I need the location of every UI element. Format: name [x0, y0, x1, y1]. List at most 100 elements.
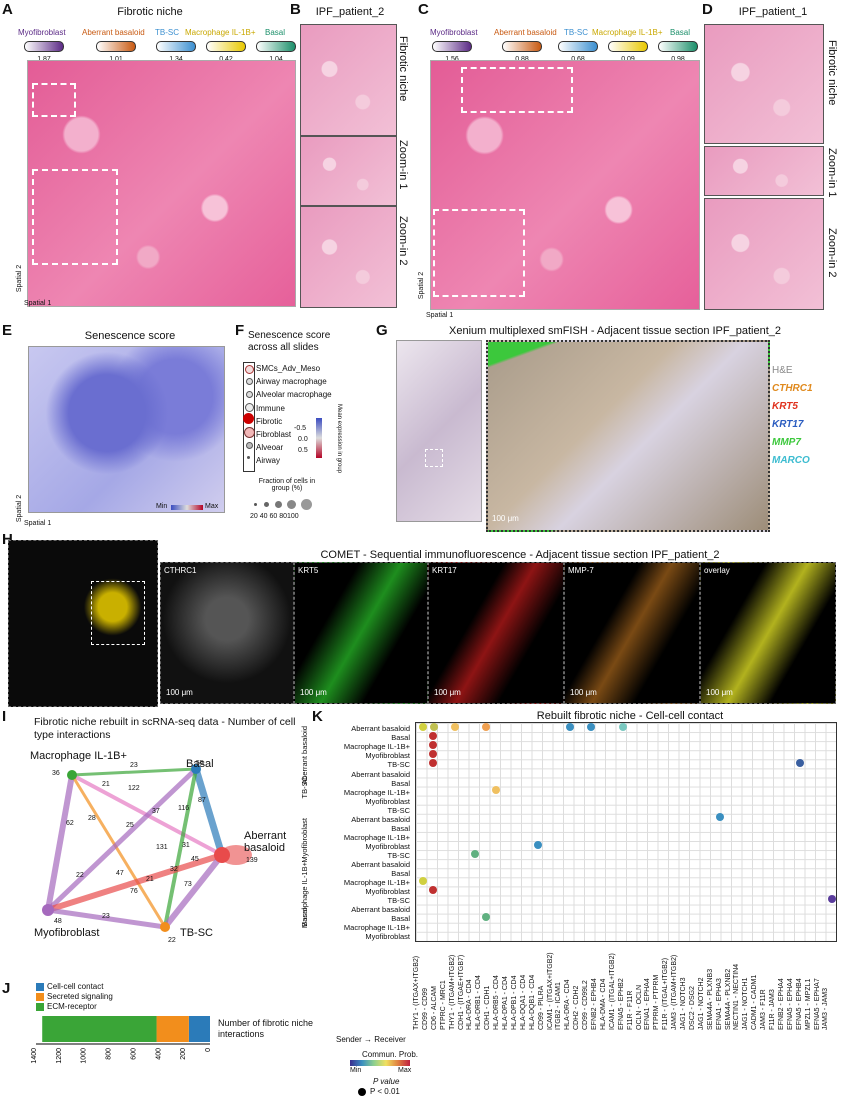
dot	[534, 841, 542, 849]
channel-label: overlay	[704, 566, 730, 575]
legend-tb-sc: TB-SC	[155, 28, 179, 37]
g-gene-legend: H&E CTHRC1 KRT5 KRT17 MMP7 MARCO	[772, 362, 813, 470]
legend-value: 1.87	[24, 56, 64, 63]
panel-a-legend: Myofibroblast Aberrant basaloid TB-SC Ma…	[18, 28, 298, 63]
k-dot-grid	[415, 722, 837, 942]
k-row-label: TB-SC	[387, 806, 411, 815]
gene-mmp7: MMP7	[772, 437, 801, 448]
d-zoom-in-2-image	[704, 198, 824, 310]
axis-y-e: Spatial 2	[16, 494, 24, 523]
dot	[243, 413, 254, 424]
legend-myofibroblast: Myofibroblast	[18, 28, 66, 37]
node-label-tb-sc: TB-SC	[180, 927, 213, 939]
gene-marco: MARCO	[772, 455, 810, 466]
edge-count: 22	[76, 872, 84, 879]
dot	[429, 750, 437, 758]
comet-overview	[8, 540, 158, 707]
j-label: Number of fibrotic niche interactions	[218, 1018, 314, 1039]
panel-label-c: C	[418, 1, 429, 18]
k-x-label: OCLN - OCLN	[635, 984, 643, 1030]
legend-value: 0.68	[558, 56, 598, 63]
k-prob-label: Commun. Prob.	[362, 1050, 419, 1059]
channel-overlay	[700, 562, 836, 704]
he-overview	[396, 340, 482, 522]
d-label-zoom-in-2: Zoom-in 2	[826, 228, 838, 278]
f-item: Airway macrophage	[256, 377, 327, 387]
legend-text: Secreted signaling	[47, 992, 113, 1001]
k-row-label: Myofibroblast	[365, 887, 410, 896]
edge-count: 21	[146, 876, 154, 883]
f-item: Fibroblast	[256, 430, 292, 440]
dot	[429, 732, 437, 740]
roi-fibrotic-niche	[32, 83, 76, 117]
k-x-label: CD99 - CD99L2	[582, 980, 590, 1030]
dot	[429, 759, 437, 767]
node-tb-sc	[160, 922, 170, 932]
b-zoom-in-1-image	[300, 136, 397, 206]
panel-g-title: Xenium multiplexed smFISH - Adjacent tis…	[449, 325, 781, 337]
k-x-label: CD99 - CD99	[421, 987, 429, 1030]
f-items: SMCs_Adv_Meso Airway macrophage Alveolar…	[256, 362, 332, 468]
dot	[429, 886, 437, 894]
gene-krt5: KRT5	[772, 401, 798, 412]
tick-label: 1000	[81, 1048, 88, 1064]
tick-label: 1400	[31, 1048, 38, 1064]
panel-h-title: COMET - Sequential immunofluorescence - …	[320, 549, 720, 561]
legend-value: 0.88	[502, 56, 542, 63]
panel-d-title: IPF_patient_1	[738, 6, 808, 18]
k-row-label: Macrophage IL-1B+	[343, 788, 410, 797]
tick-label: 0	[205, 1048, 212, 1052]
edge-count: 23	[102, 913, 110, 920]
tick-label: 200	[180, 1048, 187, 1060]
colorbar-myofibroblast	[24, 41, 64, 53]
legend-aberrant-basaloid: Aberrant basaloid	[494, 28, 557, 37]
k-x-label: F11R - JAM3	[769, 989, 776, 1030]
roi-fibrotic-niche	[461, 67, 573, 113]
legend-macrophage: Macrophage IL-1B+	[592, 28, 663, 37]
dot	[566, 723, 574, 731]
axis-x-c: Spatial 1	[426, 312, 454, 319]
b-fibrotic-niche-image	[300, 24, 397, 136]
k-x-label: F11R - (ITGAL+ITGB2)	[662, 957, 670, 1030]
node-label-basal: Basal	[186, 758, 214, 770]
size-dot	[254, 503, 257, 506]
panel-label-d: D	[702, 1, 713, 18]
j-bar-chart: 1400 1200 1000 800 600 400 200 0	[31, 1016, 212, 1064]
panel-label-i: I	[2, 708, 7, 725]
dot	[587, 723, 595, 731]
k-x-label: THY1 - (ITGAX+ITGB2)	[413, 955, 420, 1030]
d-fibrotic-niche-image	[704, 24, 824, 144]
panel-label-g: G	[376, 322, 388, 339]
edge	[46, 767, 198, 912]
k-x-label: THY1 - (ITGAM+ITGB2)	[448, 954, 456, 1030]
gene-he: H&E	[772, 365, 793, 376]
b-label-zoom-in-2: Zoom-in 2	[397, 216, 409, 266]
node-label-myofibroblast: Myofibroblast	[34, 927, 100, 939]
edge-count: 45	[191, 856, 199, 863]
edge-count: 23	[130, 762, 138, 769]
edge	[70, 774, 167, 928]
k-x-label: JAG1 - NOTCH2	[697, 977, 705, 1030]
tissue-image-c	[430, 60, 700, 310]
edge	[163, 768, 198, 928]
tissue-image-a	[27, 60, 296, 307]
dot	[451, 723, 459, 731]
k-row-label: Basal	[391, 914, 410, 923]
g-scale: 100 μm	[492, 514, 519, 523]
gene-krt17: KRT17	[772, 419, 804, 430]
k-x-label: NECTIN1 - NECTIN4	[733, 963, 741, 1030]
legend-swatch	[36, 1002, 44, 1011]
colorbar	[558, 41, 598, 53]
f-colorbar-tick: -0.5	[294, 425, 307, 432]
legend-basal: Basal	[670, 28, 691, 37]
k-row-label: Basal	[391, 733, 410, 742]
edge-count: 21	[102, 781, 110, 788]
k-x-label: EFNB2 - EPHA4	[777, 978, 785, 1030]
dot	[244, 427, 255, 438]
panel-i-title: Fibrotic niche rebuilt in scRNA-seq data…	[34, 716, 296, 741]
k-x-label: HLA-DPB1 - CD4	[510, 975, 518, 1030]
size-dot	[287, 500, 296, 509]
k-x-label: EFNA1 - EPHA4	[644, 978, 652, 1030]
tick-label: 600	[130, 1048, 137, 1060]
